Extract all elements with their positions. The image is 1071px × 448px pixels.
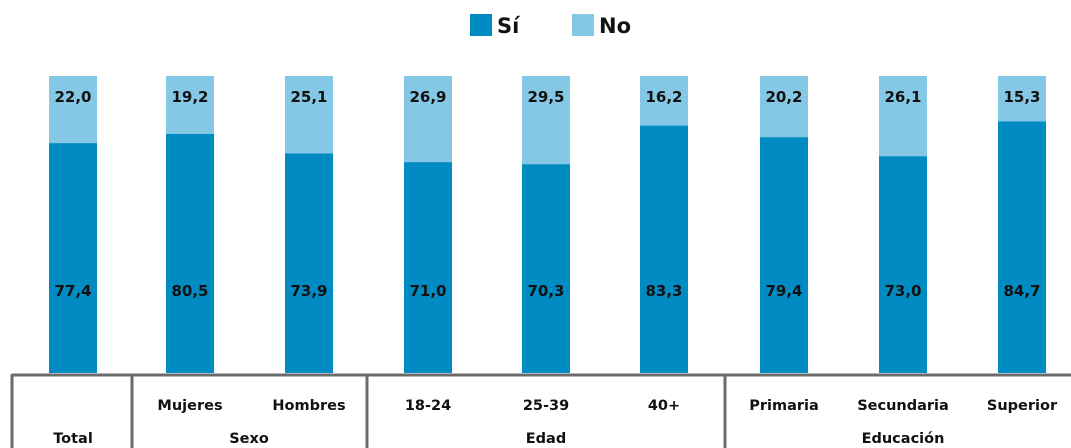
data-label-si-8: 84,7 xyxy=(1003,282,1040,300)
data-label-no-1: 19,2 xyxy=(171,88,208,106)
bar-no-1 xyxy=(166,76,214,134)
bars-layer: 22,0 77,4 19,2 80,5 25,1 73,9 26,9 71,0 29,5 70,3… xyxy=(49,76,1046,373)
bar-no-5 xyxy=(640,76,688,126)
category-label-6: Primaria xyxy=(749,398,819,414)
bar-no-2 xyxy=(285,76,333,154)
bar-si-1 xyxy=(166,133,214,373)
group-label-1: Sexo xyxy=(229,431,269,447)
group-label-0: Total xyxy=(53,431,93,447)
legend-label-0: Sí xyxy=(497,14,521,38)
category-label-4: 25-39 xyxy=(523,398,569,414)
data-label-si-0: 77,4 xyxy=(54,282,91,300)
legend: Sí No xyxy=(470,14,631,38)
category-label-7: Secundaria xyxy=(857,398,949,414)
bar-no-6 xyxy=(760,76,808,138)
category-table: Mujeres Hombres 18-24 25-39 40+ Primaria Secun… xyxy=(10,373,1071,448)
data-label-si-2: 73,9 xyxy=(290,282,327,300)
bar-si-2 xyxy=(285,153,333,373)
data-label-si-7: 73,0 xyxy=(884,282,921,300)
data-label-no-7: 26,1 xyxy=(884,88,921,106)
data-label-no-0: 22,0 xyxy=(54,88,91,106)
category-label-8: Superior xyxy=(987,398,1058,414)
data-label-no-8: 15,3 xyxy=(1003,88,1040,106)
bar-no-7 xyxy=(879,76,927,157)
bar-si-4 xyxy=(522,164,570,373)
category-label-5: 40+ xyxy=(648,398,680,414)
data-label-si-3: 71,0 xyxy=(409,282,446,300)
group-label-3: Educación xyxy=(862,431,945,447)
legend-swatch-1 xyxy=(572,14,594,36)
bar-si-3 xyxy=(404,162,452,373)
bar-no-4 xyxy=(522,76,570,165)
data-label-no-3: 26,9 xyxy=(409,88,446,106)
bar-si-8 xyxy=(998,121,1046,373)
category-label-1: Mujeres xyxy=(157,398,222,414)
legend-label-1: No xyxy=(599,14,631,38)
data-label-no-4: 29,5 xyxy=(527,88,564,106)
data-label-no-6: 20,2 xyxy=(765,88,802,106)
bar-si-7 xyxy=(879,156,927,373)
category-label-2: Hombres xyxy=(272,398,345,414)
data-label-no-5: 16,2 xyxy=(645,88,682,106)
group-label-2: Edad xyxy=(526,431,566,447)
bar-no-3 xyxy=(404,76,452,163)
bar-no-0 xyxy=(49,76,97,144)
bar-si-6 xyxy=(760,137,808,373)
bar-no-8 xyxy=(998,76,1046,122)
bar-si-0 xyxy=(49,143,97,373)
bar-si-5 xyxy=(640,125,688,373)
category-label-3: 18-24 xyxy=(405,398,451,414)
legend-swatch-0 xyxy=(470,14,492,36)
data-label-si-4: 70,3 xyxy=(527,282,564,300)
data-label-si-1: 80,5 xyxy=(171,282,208,300)
data-label-no-2: 25,1 xyxy=(290,88,327,106)
data-label-si-6: 79,4 xyxy=(765,282,802,300)
data-label-si-5: 83,3 xyxy=(645,282,682,300)
